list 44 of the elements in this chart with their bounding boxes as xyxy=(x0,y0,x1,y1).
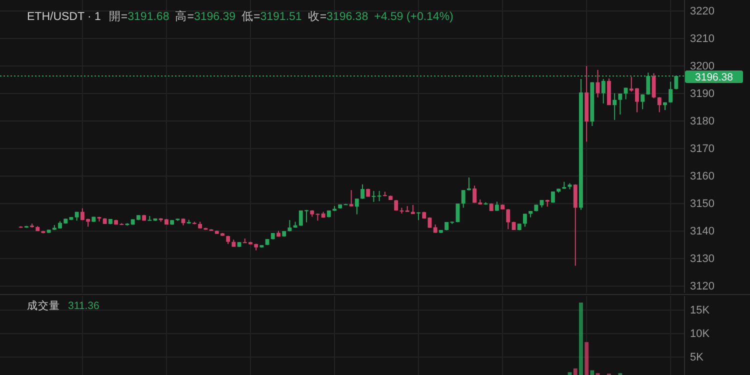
y-tick-label: 3210 xyxy=(690,33,714,46)
candlestick xyxy=(657,96,662,113)
annotation: 低=3191.51 xyxy=(242,10,302,23)
candlestick xyxy=(349,190,354,207)
y-tick-label: 3160 xyxy=(690,170,714,183)
y-tick-label: 3220 xyxy=(690,6,714,18)
annotation: 311.36 xyxy=(68,300,100,312)
annotation: 開=3191.68 xyxy=(108,10,170,23)
candlestick xyxy=(573,184,578,266)
candlestick xyxy=(652,72,656,99)
annotation: 高=3196.39 xyxy=(175,9,236,23)
candlestick xyxy=(456,203,460,223)
candlestick xyxy=(466,176,471,191)
text: ETH/USDT · 1 xyxy=(27,11,101,23)
candlestick xyxy=(618,93,622,115)
candlestick xyxy=(601,78,606,104)
y-tick-label: 15K xyxy=(690,304,710,317)
y-tick-label: 3140 xyxy=(690,226,714,238)
y-tick-label: 10K xyxy=(690,328,710,340)
candlestick xyxy=(394,200,398,211)
candlestick xyxy=(288,220,292,232)
candlestick xyxy=(612,92,617,120)
chart-title: 成交量 xyxy=(27,299,60,312)
y-tick-label: 3190 xyxy=(690,88,714,100)
candlestick xyxy=(354,198,359,215)
y-tick-label: 3180 xyxy=(690,116,714,128)
y-tick-label: 3150 xyxy=(690,198,714,210)
candlestick xyxy=(372,190,376,202)
annotation: 收=3196.38 xyxy=(308,10,368,23)
y-tick-label: 3200 xyxy=(690,60,714,73)
y-tick-label: 3130 xyxy=(690,253,714,266)
candlestick xyxy=(494,201,499,212)
candlestick xyxy=(377,190,382,202)
candlestick xyxy=(506,208,510,230)
y-tick-label: 5K xyxy=(690,352,704,364)
candlestick xyxy=(360,184,364,200)
candlestick xyxy=(461,190,466,208)
y-tick-label: 3170 xyxy=(690,143,714,156)
candlestick xyxy=(640,94,645,110)
candlestick xyxy=(522,213,527,228)
y-tick-label: 3120 xyxy=(690,280,714,293)
candlestick xyxy=(668,81,673,104)
ref-line-label: 3196.38 xyxy=(695,71,734,84)
annotation: +4.59 (+0.14%) xyxy=(374,11,454,23)
